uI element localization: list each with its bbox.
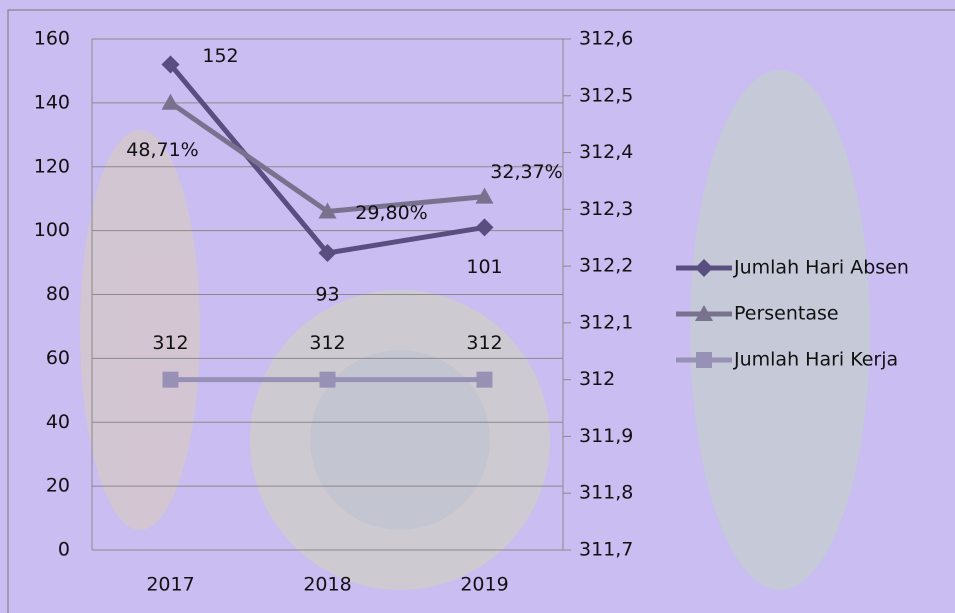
y-tick-label: 120 — [34, 155, 70, 177]
legend-marker — [696, 352, 712, 368]
y-tick-label: 80 — [46, 283, 70, 305]
data-label: 29,80% — [355, 202, 427, 224]
x-tick-label: 2017 — [146, 574, 194, 596]
y-tick-label: 0 — [58, 539, 70, 561]
point — [476, 218, 494, 236]
y-tick-label: 160 — [34, 28, 70, 50]
y2-tick-label: 312,6 — [579, 28, 633, 50]
y2-tick-label: 311,7 — [579, 539, 633, 561]
x-tick-label: 2019 — [460, 574, 508, 596]
legend-label: Jumlah Hari Absen — [733, 257, 909, 279]
y2-tick-label: 312,5 — [579, 84, 633, 106]
y-tick-label: 20 — [46, 475, 70, 497]
data-label: 32,37% — [490, 161, 562, 183]
y-tick-label: 60 — [46, 347, 70, 369]
legend-label: Jumlah Hari Kerja — [733, 349, 898, 371]
x-tick-label: 2018 — [303, 574, 351, 596]
y-tick-label: 140 — [34, 91, 70, 113]
legend-label: Persentase — [734, 303, 839, 325]
series-line — [171, 65, 485, 253]
data-label: 93 — [315, 283, 339, 305]
y-tick-label: 100 — [34, 219, 70, 241]
point — [320, 372, 336, 388]
y2-tick-label: 312,4 — [579, 141, 633, 163]
y2-tick-label: 311,9 — [579, 425, 633, 447]
y2-tick-label: 312 — [579, 368, 615, 390]
data-label: 312 — [466, 332, 502, 354]
y2-tick-label: 312,1 — [579, 311, 633, 333]
point — [162, 94, 180, 110]
y2-tick-label: 312,3 — [579, 198, 633, 220]
y2-tick-label: 311,8 — [579, 482, 633, 504]
data-label: 48,71% — [126, 139, 198, 161]
data-label: 101 — [466, 256, 502, 278]
data-label: 312 — [309, 332, 345, 354]
y-tick-label: 40 — [46, 411, 70, 433]
point — [163, 372, 179, 388]
chart: 0 20 40 60 80 100 120 140 160 311,7 311,8 311,9 312 3… — [0, 0, 955, 613]
data-label: 312 — [152, 332, 188, 354]
data-label: 152 — [202, 45, 238, 67]
y2-tick-label: 312,2 — [579, 255, 633, 277]
point — [477, 372, 493, 388]
